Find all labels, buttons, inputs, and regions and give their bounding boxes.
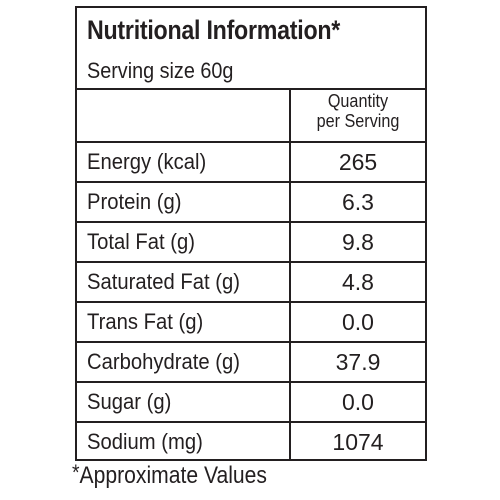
nutrient-value: 0.0 <box>342 309 374 335</box>
column-divider <box>289 183 291 221</box>
column-divider <box>289 88 291 141</box>
column-divider <box>289 303 291 341</box>
nutrient-label: Protein (g) <box>87 189 182 214</box>
column-divider <box>289 343 291 381</box>
column-divider <box>289 383 291 421</box>
column-divider <box>289 263 291 301</box>
column-header-line: Quantity <box>327 91 389 111</box>
nutrient-value: 0.0 <box>342 389 374 415</box>
panel-title: Nutritional Information* <box>87 15 341 45</box>
table-row: Energy (kcal) 265 <box>77 143 425 183</box>
table-row: Carbohydrate (g) 37.9 <box>77 343 425 383</box>
nutrient-label: Total Fat (g) <box>87 229 195 254</box>
nutrient-value: 9.8 <box>342 229 374 255</box>
nutrient-value: 4.8 <box>342 269 374 295</box>
footnote-asterisk: * <box>72 460 80 485</box>
nutrient-label: Energy (kcal) <box>87 149 207 174</box>
nutrient-value: 37.9 <box>335 349 381 375</box>
table-row: Saturated Fat (g) 4.8 <box>77 263 425 303</box>
serving-size: Serving size 60g <box>87 58 234 83</box>
nutrient-label: Sugar (g) <box>87 389 172 414</box>
table-row: Trans Fat (g) 0.0 <box>77 303 425 343</box>
panel-header: Nutritional Information* Serving size 60… <box>77 8 425 90</box>
quantity-column-header: Quantity per Serving <box>298 91 419 131</box>
table-row: Protein (g) 6.3 <box>77 183 425 223</box>
column-divider <box>289 223 291 261</box>
nutrient-value: 1074 <box>332 429 384 455</box>
column-header-line: per Serving <box>316 111 400 131</box>
column-divider <box>289 143 291 181</box>
nutrient-label: Saturated Fat (g) <box>87 269 241 294</box>
nutrient-label: Carbohydrate (g) <box>87 349 241 374</box>
footnote-text: Approximate Values <box>79 462 267 489</box>
nutrient-label: Sodium (mg) <box>87 429 203 454</box>
nutrition-table: Quantity per Serving Energy (kcal) 265 P… <box>77 88 425 461</box>
nutrient-value: 6.3 <box>342 189 374 215</box>
table-row: Total Fat (g) 9.8 <box>77 223 425 263</box>
nutrition-panel: Nutritional Information* Serving size 60… <box>75 6 427 461</box>
column-divider <box>289 423 291 461</box>
nutrient-value: 265 <box>338 149 378 175</box>
table-header-row: Quantity per Serving <box>77 88 425 143</box>
footnote: *Approximate Values <box>72 460 267 490</box>
nutrient-label: Trans Fat (g) <box>87 309 204 334</box>
table-row: Sugar (g) 0.0 <box>77 383 425 423</box>
table-row: Sodium (mg) 1074 <box>77 423 425 461</box>
